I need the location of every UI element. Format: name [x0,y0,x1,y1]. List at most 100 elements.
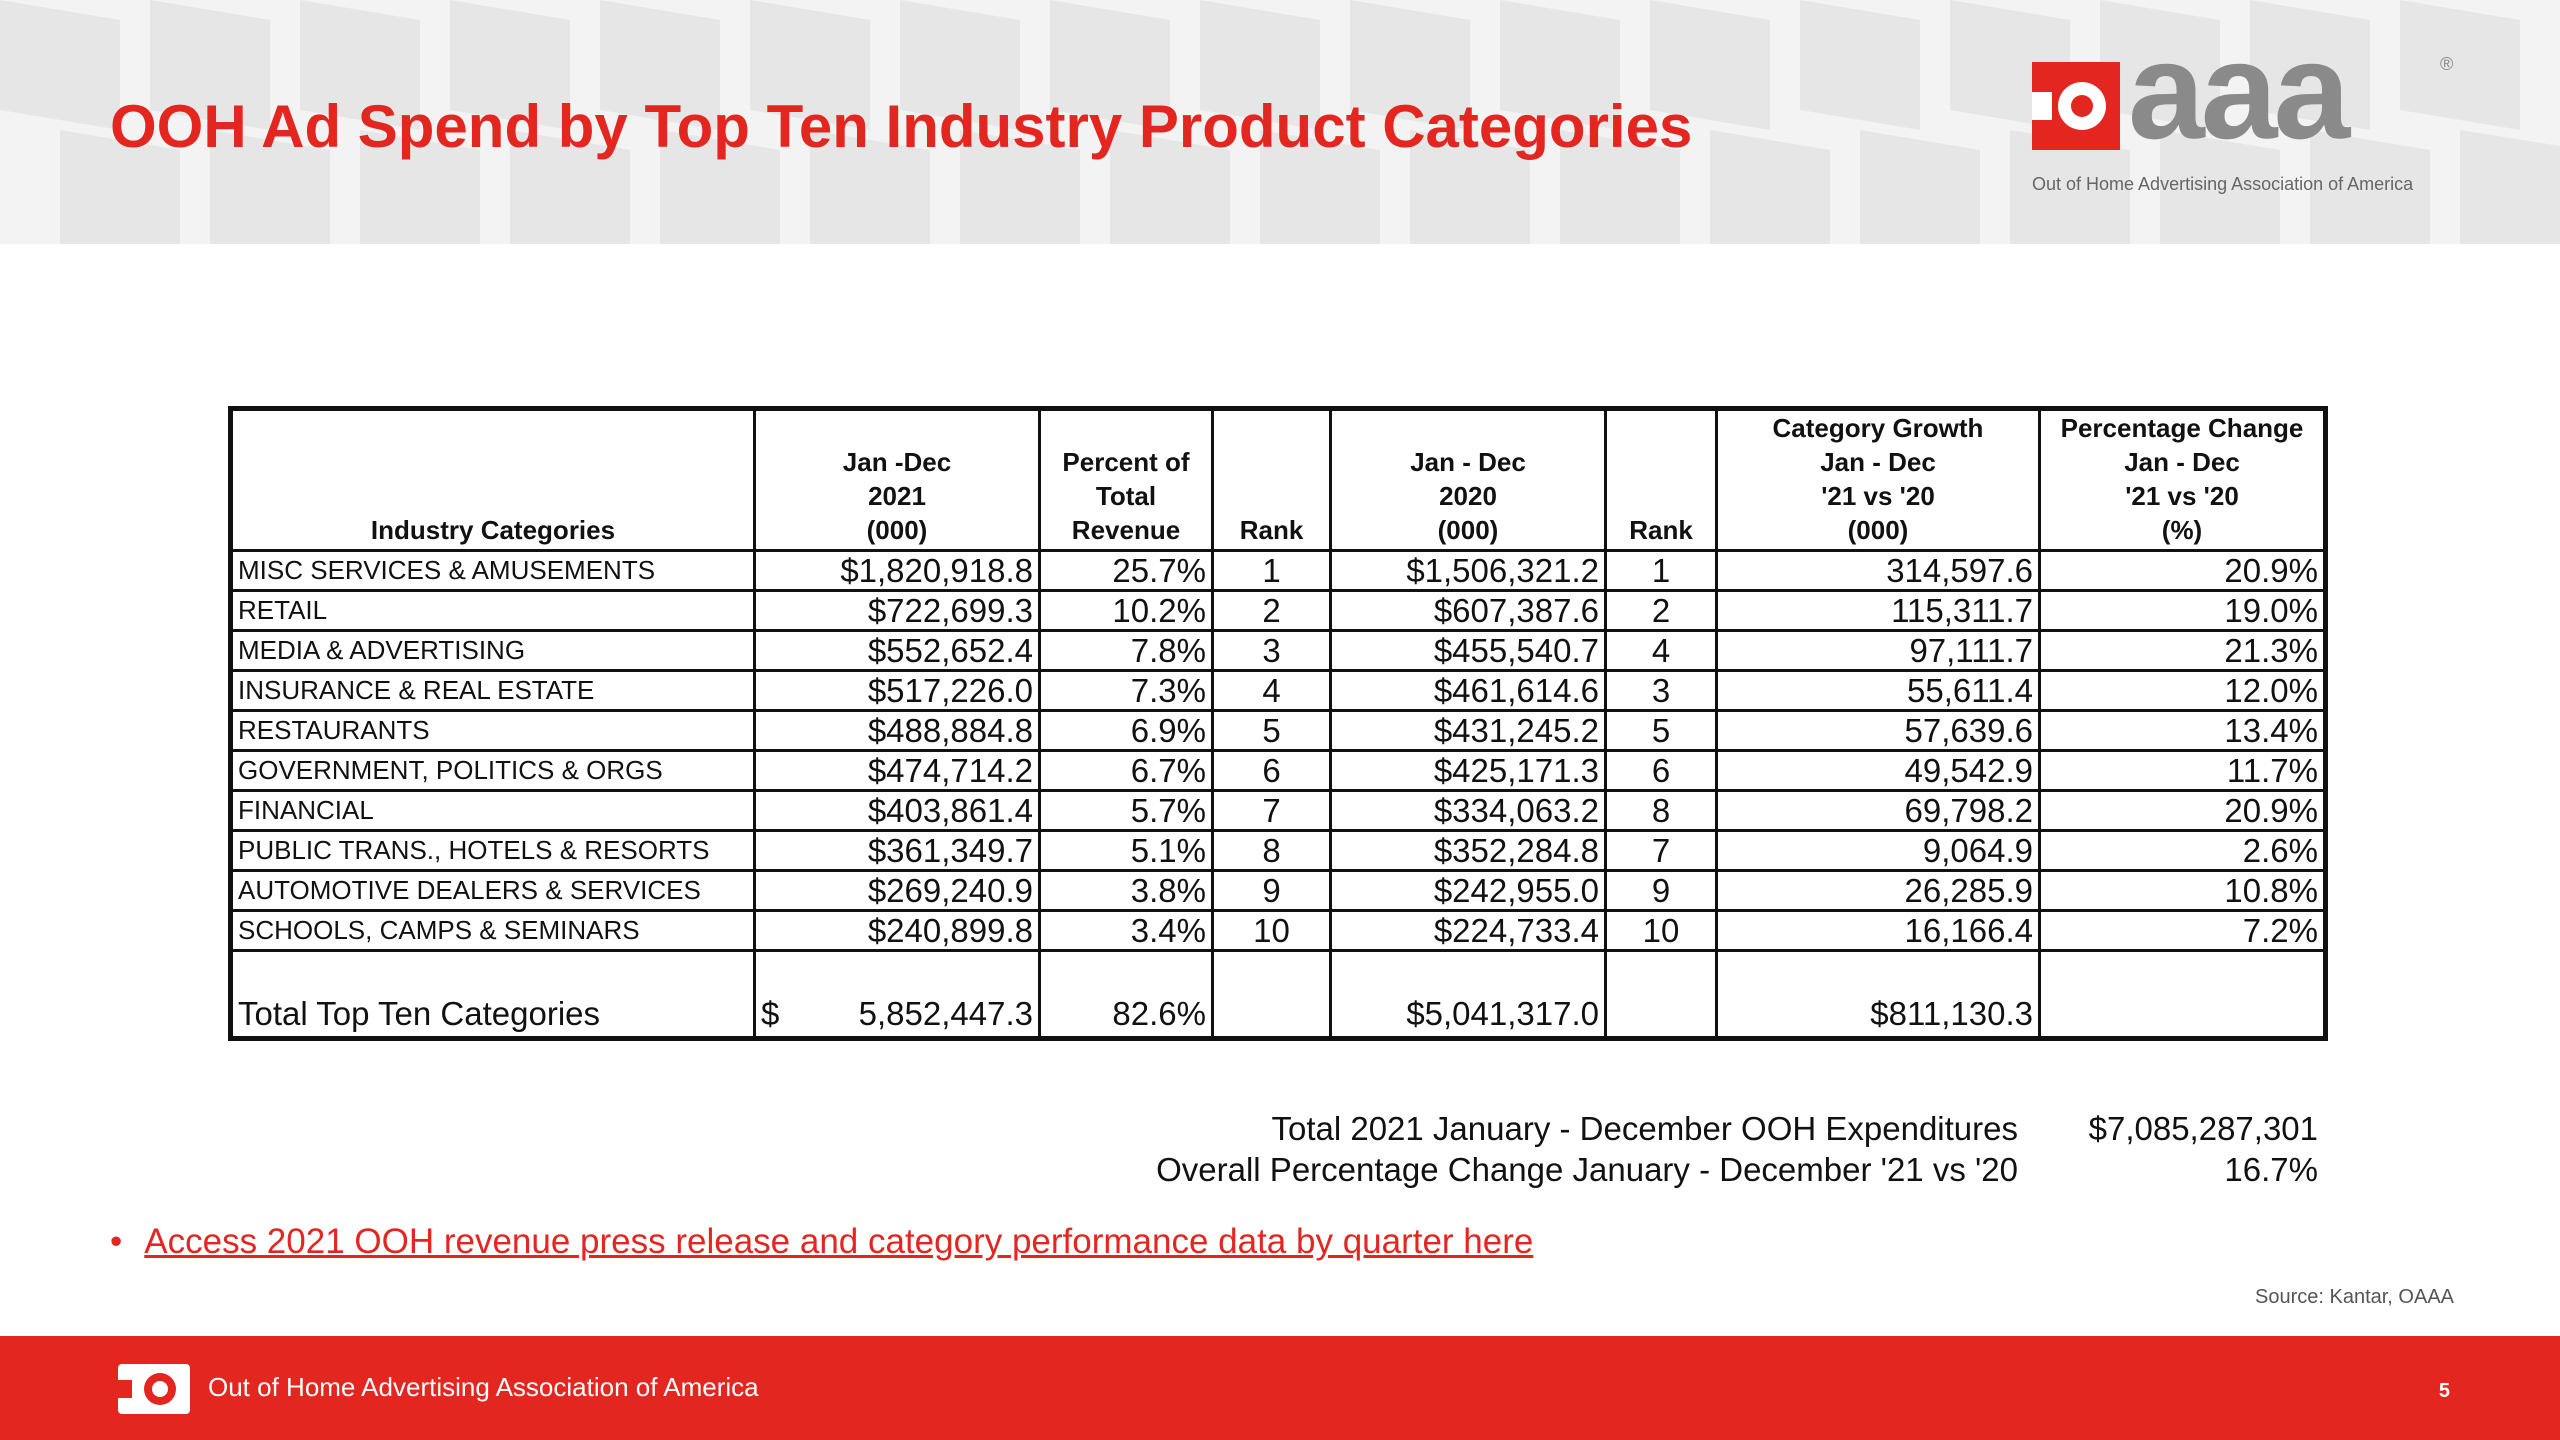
header-line: Rank [1629,515,1693,545]
summary-total-row: Total 2021 January - December OOH Expend… [1156,1108,2318,1149]
header-line: 2021 [868,481,926,511]
cell-category: GOVERNMENT, POLITICS & ORGS [229,749,756,792]
cell-category: MISC SERVICES & AMUSEMENTS [229,549,756,592]
table-row: INSURANCE & REAL ESTATE $517,226.0 7.3% 4 $4… [229,669,2327,712]
cell-rank-2020: 10 [1604,909,1718,952]
cell-category: FINANCIAL [229,789,756,832]
cell-total-rank-2021 [1211,949,1332,1040]
total-dollar-sign: $ [761,995,780,1032]
table-row: AUTOMOTIVE DEALERS & SERVICES $269,240.9 3… [229,869,2327,912]
cell-rank-2021: 8 [1211,829,1332,872]
cell-percentage-change: 10.8% [2038,869,2327,912]
cell-category: RESTAURANTS [229,709,756,752]
cell-category: MEDIA & ADVERTISING [229,629,756,672]
header-line: Total [1095,481,1157,511]
header-line: (000) [1847,515,1909,545]
header-line: (000) [1437,515,1499,545]
header-line: Revenue [1071,515,1181,545]
logo-wordmark: aaa [2128,14,2350,168]
cell-total-label: Total Top Ten Categories [229,949,756,1040]
cell-rank-2020: 8 [1604,789,1718,832]
cell-spend-2021: $240,899.8 [753,909,1041,952]
table-row: PUBLIC TRANS., HOTELS & RESORTS $361,349.… [229,829,2327,872]
cell-spend-2020: $242,955.0 [1329,869,1607,912]
cell-percent-of-total: 7.3% [1038,669,1214,712]
summary-total-label: Total 2021 January - December OOH Expend… [1271,1110,2018,1147]
header-spend-2021: Jan -Dec 2021 (000) [753,407,1041,552]
page-number: 5 [2438,1380,2450,1402]
cell-spend-2021: $269,240.9 [753,869,1041,912]
cell-total-spend-2020: $5,041,317.0 [1329,949,1607,1040]
header-spend-2020: Jan - Dec 2020 (000) [1329,407,1607,552]
cell-rank-2021: 5 [1211,709,1332,752]
header-line: (000) [866,515,928,545]
page-title: OOH Ad Spend by Top Ten Industry Product… [110,93,1693,160]
cell-spend-2020: $455,540.7 [1329,629,1607,672]
cell-percent-of-total: 6.7% [1038,749,1214,792]
cell-spend-2021: $403,861.4 [753,789,1041,832]
logo-tagline: Out of Home Advertising Association of A… [2032,174,2414,194]
cell-rank-2021: 1 [1211,549,1332,592]
ad-spend-table: Industry Categories Jan -Dec 2021 (000) Pe… [228,406,2328,1041]
cell-category-growth: 9,064.9 [1715,829,2041,872]
header-line: Jan -Dec [842,447,952,477]
cell-percentage-change: 19.0% [2038,589,2327,632]
cell-total-pct-change [2038,949,2327,1040]
table-row: MISC SERVICES & AMUSEMENTS $1,820,918.8 25… [229,549,2327,592]
cell-rank-2021: 6 [1211,749,1332,792]
cell-rank-2020: 1 [1604,549,1718,592]
cell-percentage-change: 7.2% [2038,909,2327,952]
header-band [0,0,2560,244]
cell-percentage-change: 2.6% [2038,829,2327,872]
header-line: Percentage Change [2060,413,2304,443]
table-row: GOVERNMENT, POLITICS & ORGS $474,714.2 6.7… [229,749,2327,792]
footer-org-name: Out of Home Advertising Association of A… [208,1372,759,1402]
cell-spend-2020: $224,733.4 [1329,909,1607,952]
cell-percent-of-total: 5.7% [1038,789,1214,832]
press-release-bullet: • Access 2021 OOH revenue press release a… [110,1222,1533,1262]
cell-category-growth: 57,639.6 [1715,709,2041,752]
cell-percentage-change: 20.9% [2038,789,2327,832]
cell-total-spend-2021: $5,852,447.3 [753,949,1041,1040]
cell-percentage-change: 21.3% [2038,629,2327,672]
cell-category: RETAIL [229,589,756,632]
header-line: Jan - Dec [1820,447,1936,477]
header-percentage-change: Percentage Change Jan - Dec '21 vs '20 (%) [2038,407,2327,552]
cell-category: SCHOOLS, CAMPS & SEMINARS [229,909,756,952]
header-percent-of-total: Percent of Total Revenue [1038,407,1214,552]
cell-percent-of-total: 10.2% [1038,589,1214,632]
cell-rank-2020: 6 [1604,749,1718,792]
cell-category-growth: 55,611.4 [1715,669,2041,712]
cell-percent-of-total: 7.8% [1038,629,1214,672]
cell-category: INSURANCE & REAL ESTATE [229,669,756,712]
cell-spend-2021: $517,226.0 [753,669,1041,712]
cell-rank-2021: 7 [1211,789,1332,832]
header-line: Rank [1239,515,1304,545]
header-line: (%) [2161,515,2203,545]
header-line: Industry Categories [370,515,616,545]
header-line: Jan - Dec [2124,447,2240,477]
table-row: RESTAURANTS $488,884.8 6.9% 5 $431,245.2 5 57,… [229,709,2327,752]
cell-spend-2020: $352,284.8 [1329,829,1607,872]
cell-rank-2021: 4 [1211,669,1332,712]
header-rank-2021: Rank [1211,407,1332,552]
cell-rank-2020: 4 [1604,629,1718,672]
cell-percentage-change: 12.0% [2038,669,2327,712]
summary-change-value: 16.7% [2224,1151,2318,1188]
logo-mark-icon [2032,62,2120,150]
cell-total-rank-2020 [1604,949,1718,1040]
cell-spend-2020: $607,387.6 [1329,589,1607,632]
cell-rank-2021: 3 [1211,629,1332,672]
cell-category-growth: 115,311.7 [1715,589,2041,632]
source-note: Source: Kantar, OAAA [2255,1286,2454,1308]
header-industry-categories: Industry Categories [229,407,756,552]
cell-spend-2020: $1,506,321.2 [1329,549,1607,592]
cell-percentage-change: 13.4% [2038,709,2327,752]
table-row: RETAIL $722,699.3 10.2% 2 $607,387.6 2 115,311… [229,589,2327,632]
press-release-link[interactable]: Access 2021 OOH revenue press release an… [144,1222,1534,1261]
bullet-marker: • [110,1222,123,1261]
header-line: Jan - Dec [1410,447,1526,477]
summary-change-label: Overall Percentage Change January - Dece… [1156,1151,2018,1188]
table-row: MEDIA & ADVERTISING $552,652.4 7.8% 3 $455,5… [229,629,2327,672]
cell-spend-2021: $1,820,918.8 [753,549,1041,592]
